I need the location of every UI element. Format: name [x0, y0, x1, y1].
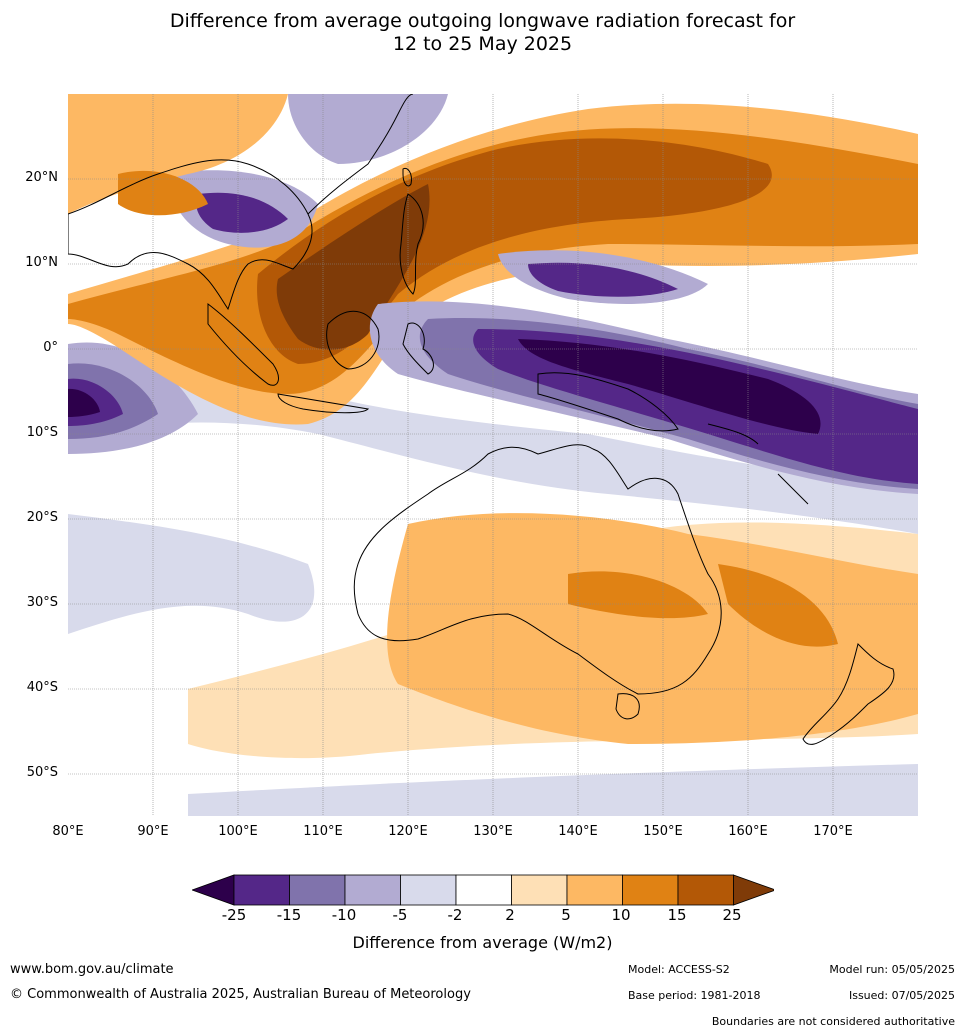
colorbar-segment: [233, 874, 290, 906]
title-line-2: 12 to 25 May 2025: [392, 33, 573, 55]
anomaly-map: [68, 94, 918, 816]
colorbar-segment: [344, 874, 401, 906]
lon-label-80e: 80°E: [52, 824, 84, 839]
website-link[interactable]: www.bom.gov.au/climate: [10, 962, 174, 977]
cbar-tick-0: -25: [221, 906, 247, 924]
disclaimer-text: Boundaries are not considered authoritat…: [711, 1015, 955, 1028]
issued-text: Issued: 07/05/2025: [848, 989, 955, 1002]
base-period-text: Base period: 1981-2018: [628, 989, 761, 1002]
lon-label-140e: 140°E: [558, 824, 598, 839]
model-run-text: Model run: 05/05/2025: [829, 963, 955, 976]
colorbar-segment: [455, 874, 512, 906]
colorbar-segments: [192, 874, 774, 906]
lat-label-50s: 50°S: [26, 765, 58, 780]
colorbar-label: Difference from average (W/m2): [352, 933, 613, 952]
lat-label-20n: 20°N: [25, 170, 58, 185]
colorbar-segment: [400, 874, 457, 906]
cbar-tick-5: 2: [505, 906, 515, 924]
cbar-tick-9: 25: [722, 906, 742, 924]
lon-label-130e: 130°E: [473, 824, 513, 839]
graticule: [68, 94, 918, 816]
map-title: Difference from average outgoing longwav…: [0, 10, 965, 56]
lon-label-170e: 170°E: [813, 824, 853, 839]
lon-label-90e: 90°E: [137, 824, 169, 839]
lat-label-10s: 10°S: [26, 425, 58, 440]
lon-label-160e: 160°E: [728, 824, 768, 839]
cbar-tick-3: -5: [392, 906, 408, 924]
cbar-tick-1: -15: [276, 906, 302, 924]
colorbar-extend-low: [192, 874, 235, 906]
colorbar-extend-high: [733, 874, 774, 906]
lat-label-30s: 30°S: [26, 595, 58, 610]
model-text: Model: ACCESS-S2: [628, 963, 730, 976]
coastlines: [68, 94, 895, 745]
cbar-tick-6: 5: [561, 906, 571, 924]
lon-label-150e: 150°E: [643, 824, 683, 839]
lon-label-120e: 120°E: [388, 824, 428, 839]
copyright-text: © Commonwealth of Australia 2025, Austra…: [10, 987, 471, 1002]
colorbar-segment: [622, 874, 679, 906]
map-svg: [68, 94, 918, 816]
cbar-tick-2: -10: [331, 906, 357, 924]
lat-label-10n: 10°N: [25, 255, 58, 270]
lon-label-110e: 110°E: [303, 824, 343, 839]
lat-label-20s: 20°S: [26, 510, 58, 525]
colorbar-segment: [511, 874, 568, 906]
cbar-tick-4: -2: [447, 906, 463, 924]
lat-label-40s: 40°S: [26, 680, 58, 695]
lon-label-100e: 100°E: [218, 824, 258, 839]
cbar-tick-7: 10: [611, 906, 631, 924]
colorbar-segment: [677, 874, 734, 906]
colorbar-segment: [289, 874, 346, 906]
title-line-1: Difference from average outgoing longwav…: [169, 10, 796, 32]
lat-label-0: 0°: [43, 340, 58, 355]
cbar-tick-8: 15: [667, 906, 687, 924]
colorbar: [192, 874, 774, 906]
colorbar-segment: [566, 874, 623, 906]
